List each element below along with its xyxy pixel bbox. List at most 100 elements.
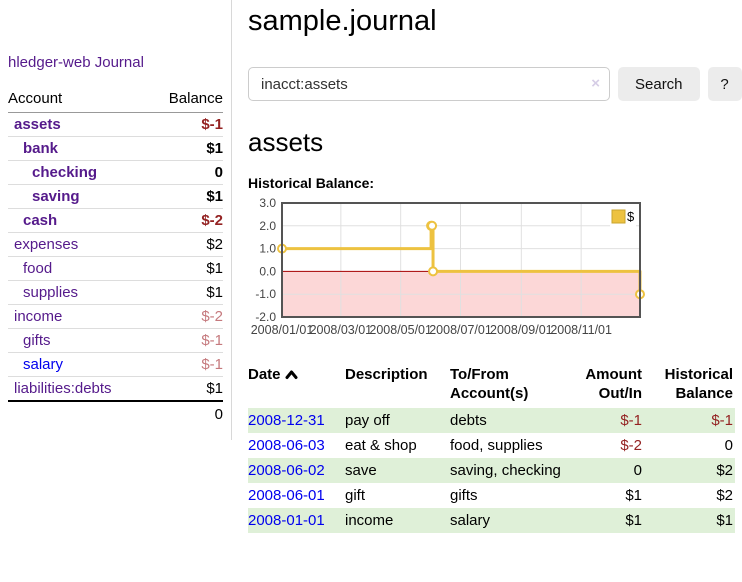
data-point-marker (428, 266, 439, 277)
transaction-description: save (345, 462, 377, 479)
transaction-amount: $1 (625, 487, 642, 504)
brand-link[interactable]: hledger-web (8, 54, 91, 71)
transaction-date-link[interactable]: 2008-06-02 (248, 462, 325, 479)
legend-swatch (611, 209, 626, 224)
account-link[interactable]: food (23, 260, 53, 277)
account-link[interactable]: liabilities:debts (14, 380, 112, 397)
account-balance: $1 (149, 256, 223, 281)
account-balance: $1 (149, 136, 223, 161)
y-axis-tick-label: -2.0 (255, 310, 276, 324)
x-axis-tick-label: 2008/01/01 (251, 323, 314, 337)
search-button[interactable]: Search (618, 67, 700, 101)
x-axis-tick-label: 2008/07/01 (429, 323, 492, 337)
account-balance: $-1 (149, 352, 223, 377)
transaction-balance: $-1 (711, 412, 733, 429)
account-balance: $-2 (149, 304, 223, 329)
x-axis-tick-label: 2008/03/01 (310, 323, 373, 337)
transaction-row: 2008-06-02 save saving, checking 0 $2 (248, 458, 735, 483)
account-row: gifts $-1 (8, 328, 223, 353)
transaction-row: 2008-12-31 pay off debts $-1 $-1 (248, 408, 735, 433)
account-balance: $1 (149, 184, 223, 209)
account-row: liabilities:debts $1 (8, 376, 223, 402)
account-row: cash $-2 (8, 208, 223, 233)
accounts-total-value: 0 (8, 400, 223, 426)
legend-label: $ (627, 209, 635, 224)
account-row: expenses $2 (8, 232, 223, 257)
sidebar: hledger-web Journal Account Balance asse… (0, 0, 232, 440)
page-title: sample.journal (248, 5, 437, 37)
account-link[interactable]: supplies (23, 284, 79, 301)
y-axis-tick-label: 2.0 (259, 219, 276, 233)
y-axis-tick-label: 0.0 (259, 264, 276, 278)
transaction-row: 2008-01-01 income salary $1 $1 (248, 508, 735, 533)
transaction-balance: $1 (716, 512, 733, 529)
account-row: salary $-1 (8, 352, 223, 377)
transaction-description: gift (345, 487, 366, 504)
account-link[interactable]: cash (23, 212, 58, 229)
transaction-date-link[interactable]: 2008-06-01 (248, 487, 325, 504)
transaction-amount: 0 (633, 462, 642, 479)
account-link[interactable]: bank (23, 140, 59, 157)
transaction-balance: $2 (716, 487, 733, 504)
account-row: supplies $1 (8, 280, 223, 305)
account-row: bank $1 (8, 136, 223, 161)
y-axis-tick-label: 1.0 (259, 242, 276, 256)
transaction-date-link[interactable]: 2008-06-03 (248, 437, 325, 454)
account-balance: $1 (149, 280, 223, 305)
account-balance: 0 (149, 160, 223, 185)
account-link[interactable]: saving (32, 188, 80, 205)
data-point-marker (427, 220, 438, 231)
sort-ascending-icon (285, 370, 298, 379)
chart-title: Historical Balance: (248, 175, 375, 191)
account-balance: $-1 (149, 328, 223, 353)
accounts-header-balance: Balance (149, 87, 223, 113)
account-heading: assets (248, 127, 324, 157)
register-header-date[interactable]: Date (248, 365, 345, 408)
clear-search-icon[interactable]: × (591, 75, 600, 92)
search-input-wrap: × (248, 67, 610, 101)
account-link[interactable]: gifts (23, 332, 51, 349)
accounts-table: Account Balance assets $-1 bank $1 check… (8, 87, 223, 426)
search-form: × Search ? (248, 67, 742, 101)
transaction-amount: $1 (625, 512, 642, 529)
transaction-amount: $-2 (620, 437, 642, 454)
y-axis-tick-label: 3.0 (259, 196, 276, 210)
help-button[interactable]: ? (707, 67, 742, 101)
transaction-accounts: gifts (450, 487, 478, 504)
account-row: checking 0 (8, 160, 223, 185)
transaction-amount: $-1 (620, 412, 642, 429)
transaction-description: income (345, 512, 394, 529)
accounts-header-account: Account (8, 87, 150, 113)
accounts-total-row: 0 (8, 400, 223, 426)
main-content: sample.journal × Search ? assets Histori… (232, 0, 742, 533)
register-header-row: Date Description To/From Account(s) Amou… (248, 365, 735, 408)
account-link[interactable]: assets (14, 116, 61, 133)
account-link[interactable]: income (14, 308, 63, 325)
register-table: Date Description To/From Account(s) Amou… (248, 365, 735, 533)
transaction-accounts: saving, checking (450, 462, 561, 479)
transaction-description: pay off (345, 412, 390, 429)
transaction-date-link[interactable]: 2008-12-31 (248, 412, 325, 429)
x-axis-tick-label: 2008/11/01 (550, 323, 612, 337)
transaction-date-link[interactable]: 2008-01-01 (248, 512, 325, 529)
transaction-row: 2008-06-03 eat & shop food, supplies $-2… (248, 433, 735, 458)
account-link[interactable]: salary (23, 356, 64, 373)
account-row: food $1 (8, 256, 223, 281)
account-balance: $1 (149, 376, 223, 402)
account-link[interactable]: expenses (14, 236, 79, 253)
transaction-description: eat & shop (345, 437, 417, 454)
x-axis-tick-label: 2008/05/01 (369, 323, 432, 337)
transaction-balance: 0 (724, 437, 733, 454)
account-link[interactable]: checking (32, 164, 98, 181)
x-axis-tick-label: 2008/09/01 (490, 323, 553, 337)
register-header-amount: Amount Out/In (585, 366, 642, 402)
register-header-balance: Historical Balance (664, 366, 733, 402)
y-axis-tick-label: -1.0 (255, 287, 276, 301)
account-balance: $-1 (149, 112, 223, 137)
search-input[interactable] (248, 67, 610, 101)
chart-svg: $3.0 2.0 1.0 0.0 -1.0 -2.02008/01/012008/03/0… (251, 196, 645, 337)
transaction-accounts: food, supplies (450, 437, 543, 454)
transaction-balance: $2 (716, 462, 733, 479)
historical-balance-chart[interactable]: $3.0 2.0 1.0 0.0 -1.0 -2.0 2008/01/01 2008/03/0… (248, 195, 742, 345)
sidebar-item-journal[interactable]: Journal (94, 54, 144, 71)
